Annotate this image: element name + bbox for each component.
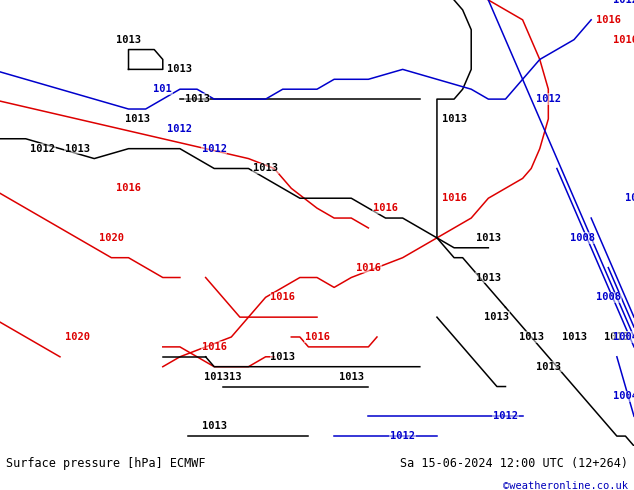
Text: 1004: 1004 <box>613 392 634 401</box>
Text: 1012: 1012 <box>613 0 634 5</box>
Text: ©weatheronline.co.uk: ©weatheronline.co.uk <box>503 481 628 490</box>
Text: 1016: 1016 <box>596 15 621 25</box>
Text: 1008: 1008 <box>570 233 595 243</box>
Text: 1016: 1016 <box>373 203 398 213</box>
Text: 1013: 1013 <box>125 114 150 124</box>
Text: 100: 100 <box>624 193 634 203</box>
Text: 1013: 1013 <box>253 164 278 173</box>
Text: 101313: 101313 <box>204 371 242 382</box>
Text: 1004: 1004 <box>613 332 634 342</box>
Text: 1013: 1013 <box>270 352 295 362</box>
Text: 1013: 1013 <box>339 371 364 382</box>
Text: 1013: 1013 <box>65 144 89 154</box>
Text: 1016: 1016 <box>304 332 330 342</box>
Text: 1013: 1013 <box>116 35 141 45</box>
Text: 1013: 1013 <box>442 114 467 124</box>
Text: 1020: 1020 <box>99 233 124 243</box>
Text: 1013: 1013 <box>184 94 210 104</box>
Text: 1012: 1012 <box>390 431 415 441</box>
Text: Surface pressure [hPa] ECMWF: Surface pressure [hPa] ECMWF <box>6 457 206 470</box>
Text: Sa 15-06-2024 12:00 UTC (12+264): Sa 15-06-2024 12:00 UTC (12+264) <box>399 457 628 470</box>
Text: 1012: 1012 <box>493 411 518 421</box>
Text: 1013: 1013 <box>604 332 630 342</box>
Text: 1016: 1016 <box>116 183 141 194</box>
Text: 1012: 1012 <box>167 124 192 134</box>
Text: 1016: 1016 <box>202 342 227 352</box>
Text: 1013: 1013 <box>519 332 544 342</box>
Text: 1013: 1013 <box>562 332 586 342</box>
Text: 1013: 1013 <box>484 312 509 322</box>
Text: 101: 101 <box>153 84 172 94</box>
Text: 1012: 1012 <box>536 94 561 104</box>
Text: 1016: 1016 <box>613 35 634 45</box>
Text: 1012: 1012 <box>202 144 227 154</box>
Text: 1013: 1013 <box>476 233 501 243</box>
Text: 1008: 1008 <box>596 293 621 302</box>
Text: 1016: 1016 <box>356 263 381 272</box>
Text: 1013: 1013 <box>167 64 192 74</box>
Text: 1020: 1020 <box>65 332 89 342</box>
Text: 1013: 1013 <box>536 362 561 372</box>
Text: 1013: 1013 <box>202 421 227 431</box>
Text: 1016: 1016 <box>442 193 467 203</box>
Text: 1013: 1013 <box>476 272 501 283</box>
Text: 1016: 1016 <box>270 293 295 302</box>
Text: 1012: 1012 <box>30 144 55 154</box>
